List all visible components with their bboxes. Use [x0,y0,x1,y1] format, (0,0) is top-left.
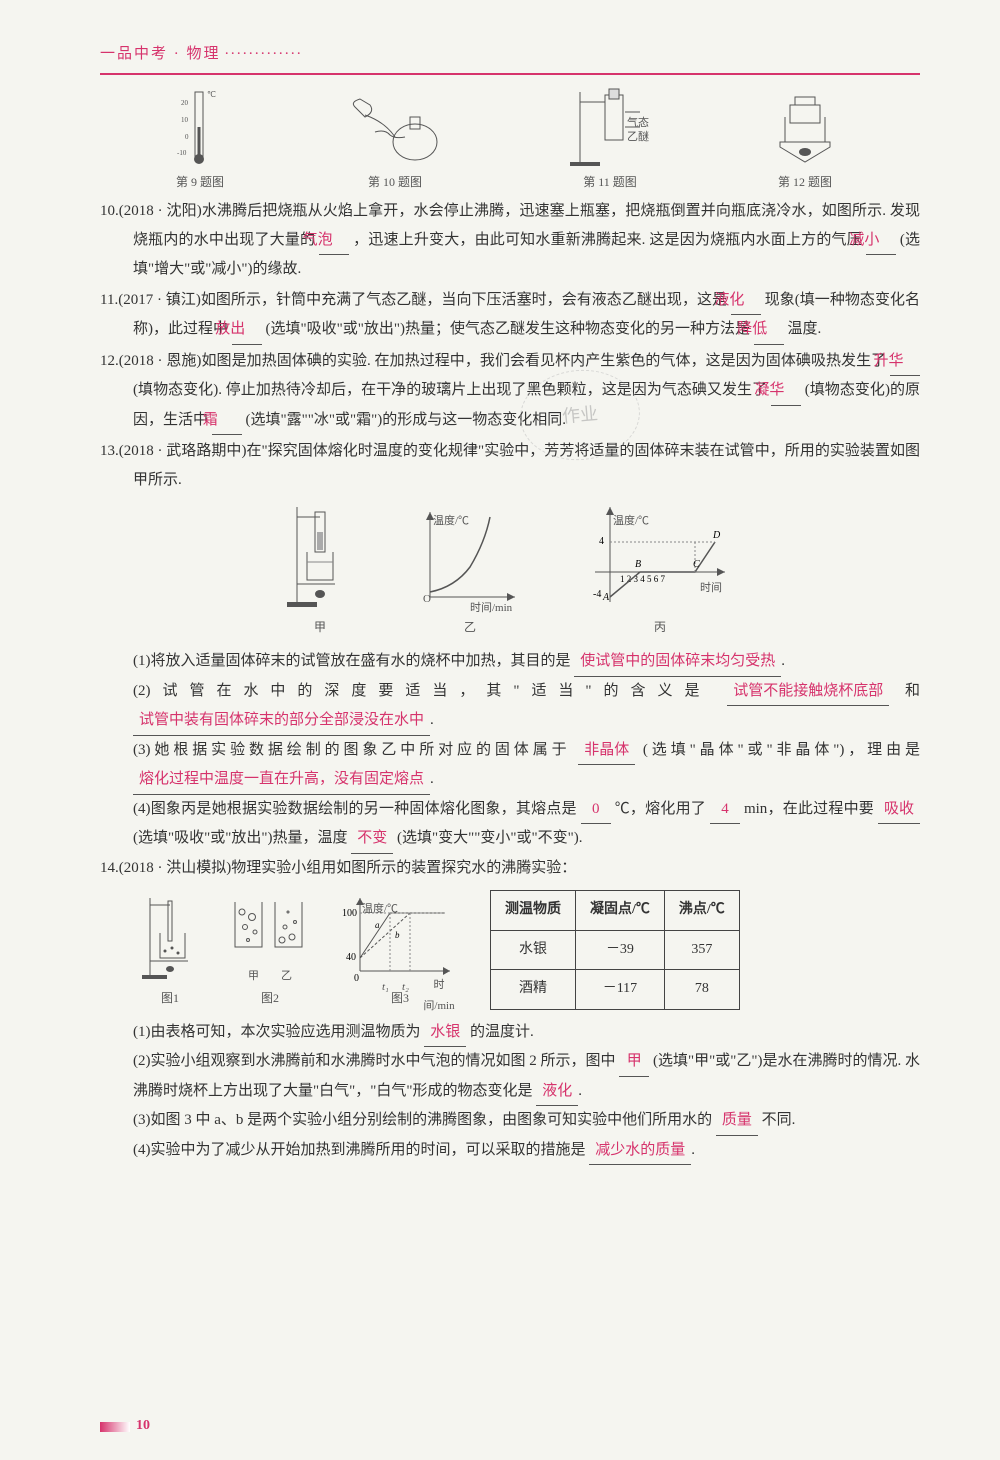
heating-stand-icon [765,87,845,167]
svg-text:-10: -10 [177,149,187,157]
figure-11: 气态 乙醚 第 11 题图 [565,87,655,194]
flask-pour-icon [335,87,455,167]
page-bar-icon [100,1422,130,1432]
apparatus-icon [285,502,355,612]
svg-text:40: 40 [346,952,356,963]
question-13: 13.(2018 · 武珞路期中)在"探究固体熔化时温度的变化规律"实验中，芳芳… [100,437,920,494]
table-header: 凝固点/℃ [576,891,665,931]
page-header: 一品中考 · 物理 ············· [100,40,920,75]
q12-answer-3: 霜 [212,406,242,436]
chart-b-icon: O [415,502,525,612]
q13-p4: (4)图象丙是她根据实验数据绘制的另一种固体熔化图象，其熔点是 0 ℃，熔化用了… [100,795,920,854]
top-figure-row: ℃ 20 10 0 -10 第 9 题图 第 10 题图 气态 [100,87,920,194]
svg-text:B: B [635,559,641,570]
question-10: 10.(2018 · 沈阳)水沸腾后把烧瓶从火焰上拿开，水会停止沸腾，迅速塞上瓶… [100,197,920,284]
fig-13b: O 温度/℃ 时间/min 乙 [415,502,525,639]
page-number: 10 [100,1413,150,1440]
q14-p3: (3)如图 3 中 a、b 是两个实验小组分别绘制的沸腾图象，由图象可知实验中他… [100,1106,920,1136]
svg-text:a: a [375,920,380,930]
q12-answer-2: 凝华 [771,376,801,406]
question-14: 14.(2018 · 洪山模拟)物理实验小组用如图所示的装置探究水的沸腾实验： [100,854,920,883]
q13-p1: (1)将放入适量固体碎末的试管放在盛有水的烧杯中加热，其目的是 使试管中的固体碎… [100,647,920,677]
q13-p3: (3)她根据实验数据绘制的图象乙中所对应的固体属于 非晶体 (选填"晶体"或"非… [100,736,920,795]
question-11: 11.(2017 · 镇江)如图所示，针筒中充满了气态乙醚，当向下压活塞时，会有… [100,286,920,345]
svg-text:10: 10 [181,116,189,124]
table-header: 测温物质 [491,891,576,931]
q14-p4: (4)实验中为了减少从开始加热到沸腾所用的时间，可以采取的措施是 减少水的质量. [100,1136,920,1166]
header-dots: ············· [224,46,302,62]
svg-text:b: b [395,930,400,940]
q13-figure-row: 甲 O 温度/℃ 时间/min 乙 4 -4 1 2 3 4 5 6 7 [100,502,920,639]
fig10-caption: 第 10 题图 [335,171,455,194]
q11-answer-3: 降低 [754,315,784,345]
fig-14-3: 100 40 0 a b 温度/℃ t₁ t₂ 时间/min 图3 [340,893,460,1010]
q14-p2: (2)实验小组观察到水沸腾前和水沸腾时水中气泡的情况如图 2 所示，图中 甲 (… [100,1047,920,1106]
fig-14-1: 图1 [140,893,200,1010]
figure-9: ℃ 20 10 0 -10 第 9 题图 [175,87,225,194]
q11-answer-2: 放出 [232,315,262,345]
fig-13c: 4 -4 1 2 3 4 5 6 7 A B C D 温度/℃ 时间 丙 [585,502,735,639]
svg-text:100: 100 [342,908,357,919]
bubbles-icon [230,892,310,962]
question-12: 12.(2018 · 恩施)如图是加热固体碘的实验. 在加热过程中，我们会看见杯… [100,347,920,436]
q11-answer-1: 液化 [731,286,761,316]
figure-12: 第 12 题图 [765,87,845,194]
q14-p1: (1)由表格可知，本次实验应选用测温物质为 水银 的温度计. [100,1018,920,1048]
svg-text:℃: ℃ [207,90,216,99]
q13-p2: (2)试管在水中的深度要适当，其"适当"的含义是 试管不能接触烧杯底部 和 试管… [100,677,920,736]
q12-answer-1: 升华 [890,347,920,377]
svg-text:O: O [423,593,431,605]
fig12-caption: 第 12 题图 [765,171,845,194]
svg-text:D: D [712,530,721,541]
svg-text:0: 0 [354,973,359,983]
boiling-apparatus-icon [140,893,200,983]
table-header: 沸点/℃ [664,891,739,931]
chart-14-icon: 100 40 0 a b [340,893,460,983]
table-row: 酒精 －117 78 [491,970,740,1010]
q14-table-container: 测温物质 凝固点/℃ 沸点/℃ 水银 －39 357 酒精 －117 78 [490,890,740,1010]
q14-figure-row: 图1 甲 乙 图2 100 40 0 a [140,890,920,1010]
q10-answer-1: 气泡 [319,226,349,256]
svg-text:0: 0 [185,133,189,141]
table-row: 水银 －39 357 [491,930,740,970]
q10-answer-2: 减小 [866,226,896,256]
q14-table: 测温物质 凝固点/℃ 沸点/℃ 水银 －39 357 酒精 －117 78 [490,890,740,1010]
fig-13a: 甲 [285,502,355,639]
thermometer-icon: ℃ 20 10 0 -10 [175,87,225,167]
fig-14-2: 甲 乙 图2 [230,892,310,1010]
fig9-caption: 第 9 题图 [175,171,225,194]
svg-text:20: 20 [181,99,189,107]
svg-text:-4: -4 [593,589,601,600]
svg-text:A: A [602,592,610,603]
figure-10: 第 10 题图 [335,87,455,194]
fig11-caption: 第 11 题图 [565,171,655,194]
header-title: 一品中考 · 物理 [100,46,221,62]
svg-text:4: 4 [599,536,604,547]
svg-text:C: C [693,559,700,570]
